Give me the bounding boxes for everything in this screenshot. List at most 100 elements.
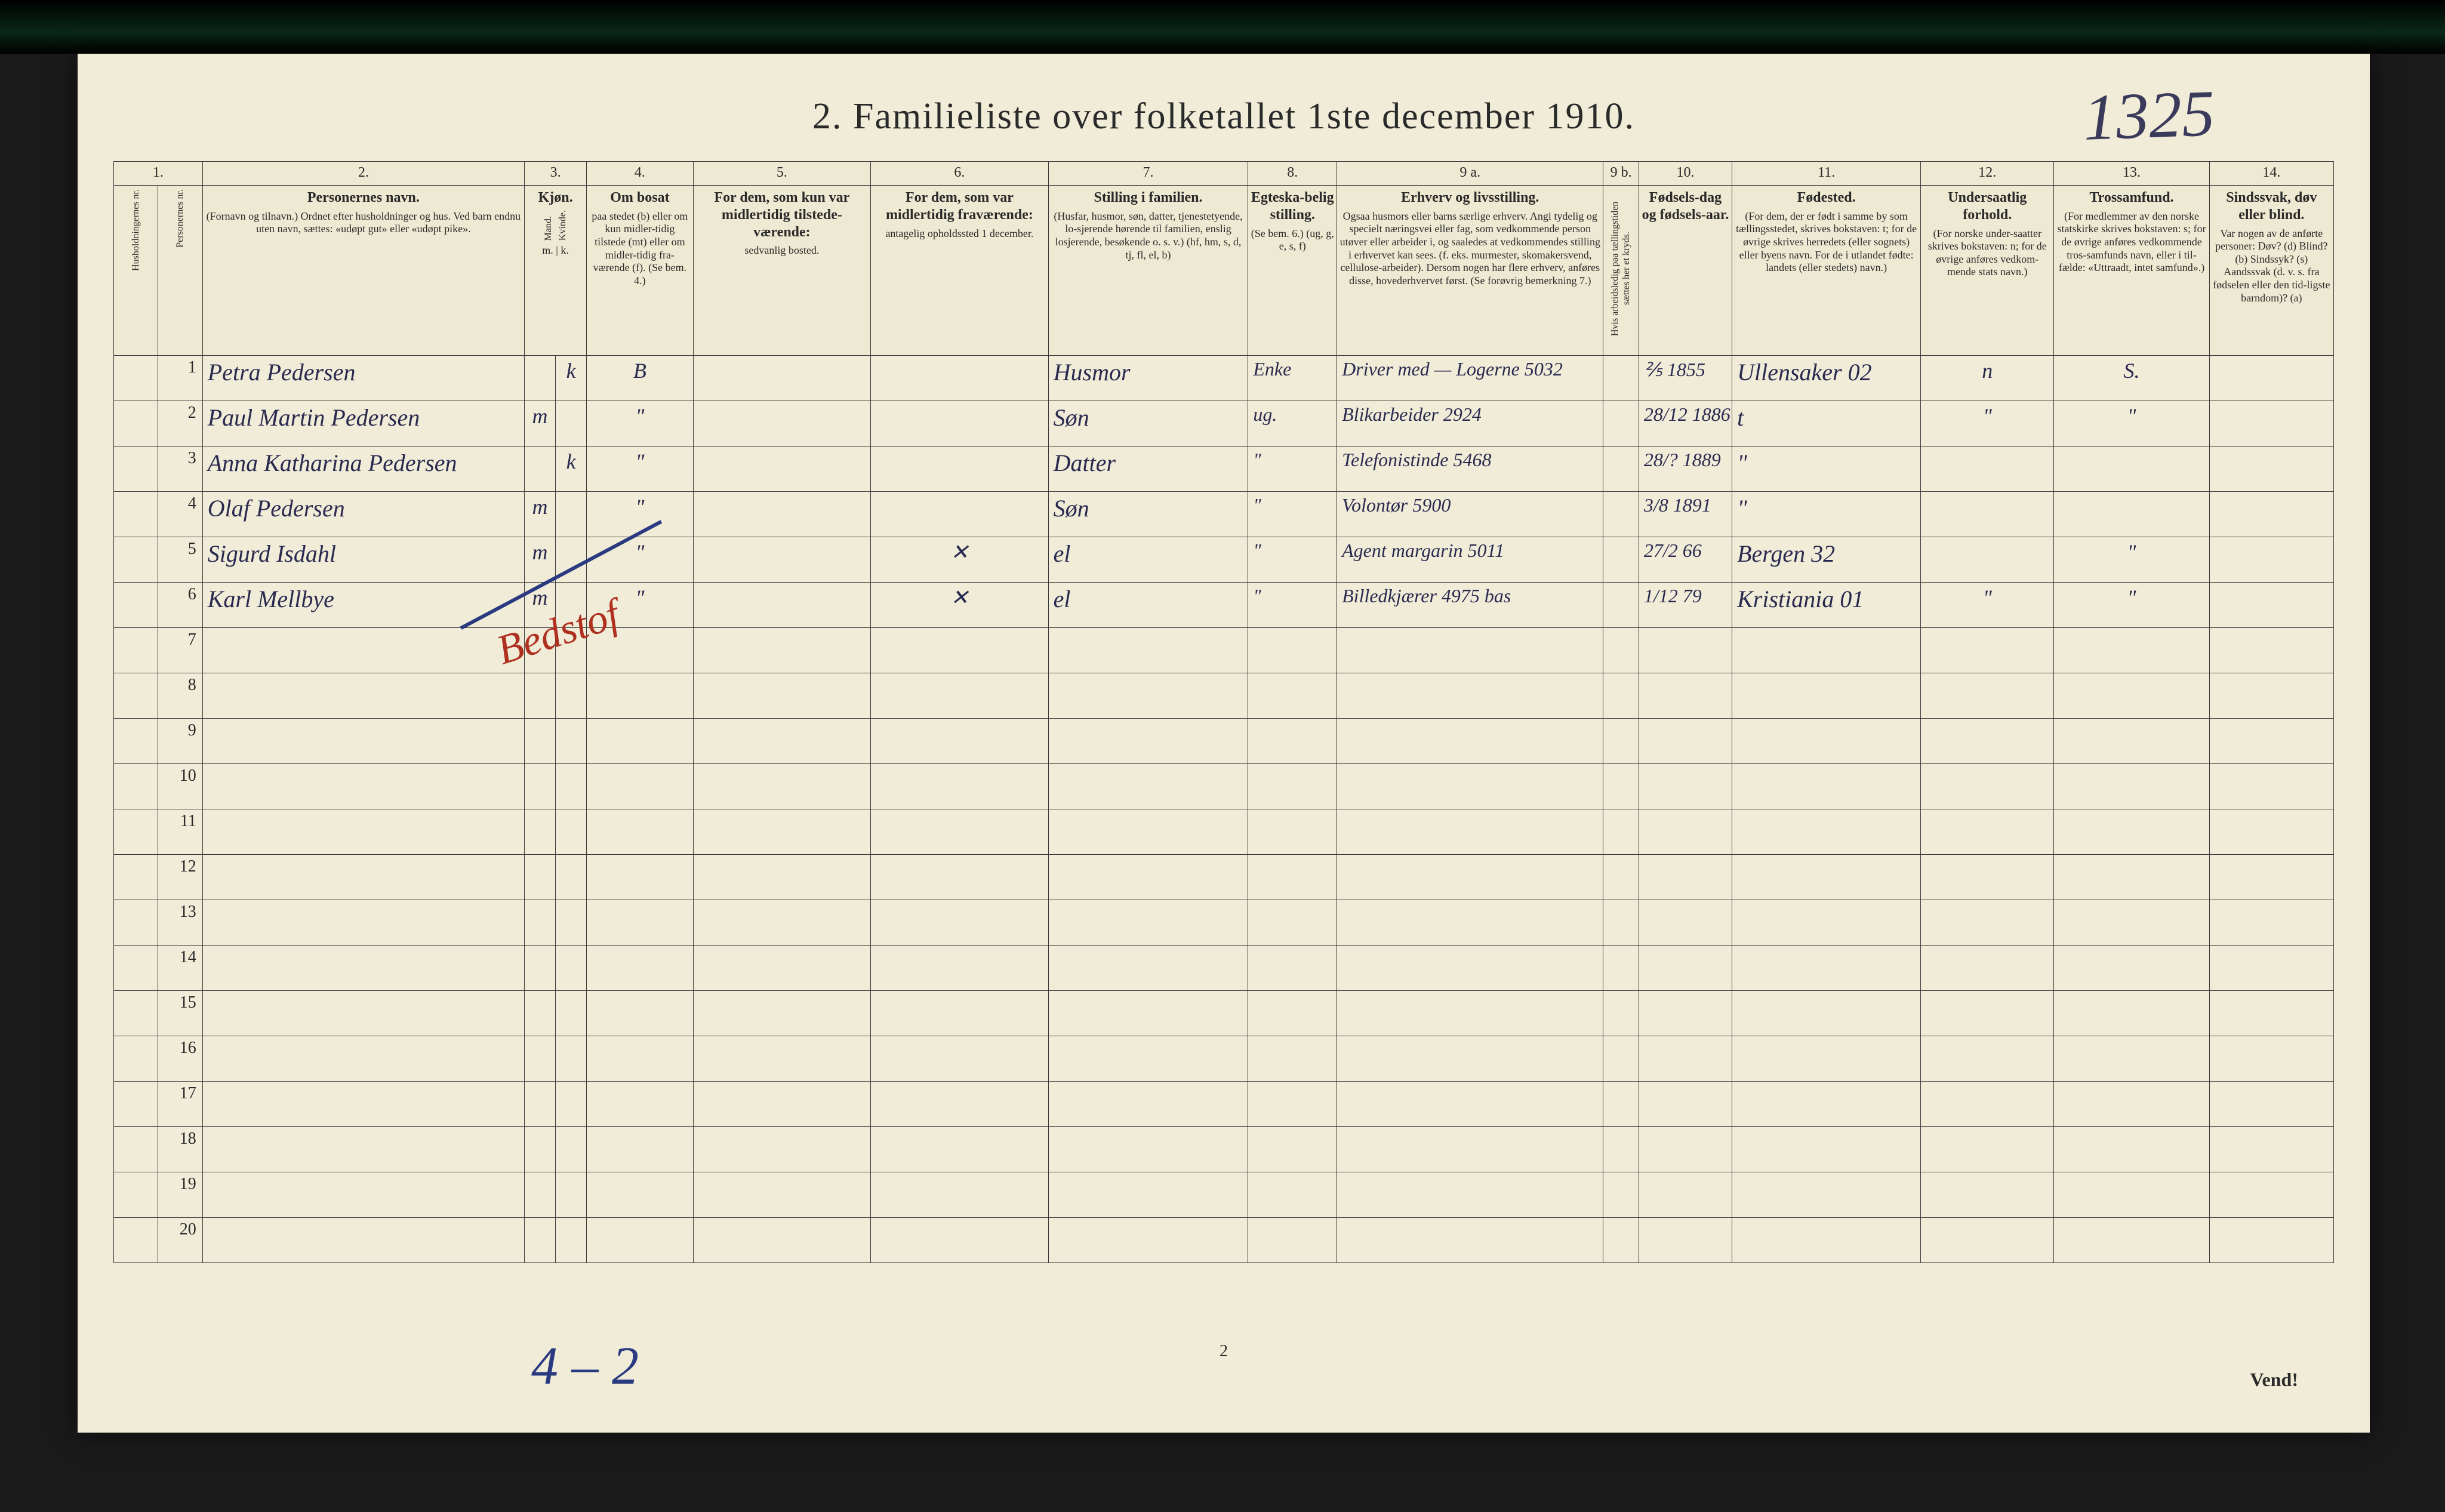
cell bbox=[2054, 1172, 2209, 1218]
cell: ug. bbox=[1248, 401, 1337, 446]
cell bbox=[1732, 1036, 1921, 1082]
table-row: 9 bbox=[114, 719, 2334, 764]
cell: 18 bbox=[158, 1127, 202, 1172]
cell: 3 bbox=[158, 446, 202, 492]
cell: ✕ bbox=[871, 583, 1049, 628]
cell: 1 bbox=[158, 356, 202, 401]
cell bbox=[1921, 492, 2054, 537]
cell bbox=[2054, 1036, 2209, 1082]
cell: 3/8 1891 bbox=[1639, 492, 1732, 537]
cell bbox=[202, 628, 524, 673]
cell bbox=[2209, 991, 2333, 1036]
cell: 28/? 1889 bbox=[1639, 446, 1732, 492]
cell bbox=[556, 809, 587, 855]
cell bbox=[1048, 1082, 1248, 1127]
cell bbox=[2054, 855, 2209, 900]
table-row: 20 bbox=[114, 1218, 2334, 1263]
cell bbox=[2054, 764, 2209, 809]
cell bbox=[1732, 900, 1921, 946]
cell bbox=[525, 1082, 556, 1127]
cell bbox=[525, 1218, 556, 1263]
cell bbox=[202, 946, 524, 991]
cell bbox=[1337, 719, 1603, 764]
cell bbox=[587, 1036, 694, 1082]
cell bbox=[1048, 673, 1248, 719]
cell bbox=[871, 1127, 1049, 1172]
cell bbox=[2209, 356, 2333, 401]
cell bbox=[1048, 1172, 1248, 1218]
colnum-1: 1. bbox=[114, 162, 203, 186]
cell: " bbox=[1732, 446, 1921, 492]
cell bbox=[1248, 628, 1337, 673]
cell bbox=[202, 855, 524, 900]
cell bbox=[2209, 946, 2333, 991]
cell: Ullensaker 02 bbox=[1732, 356, 1921, 401]
cell bbox=[1337, 991, 1603, 1036]
head-fodselsdato: Fødsels-dag og fødsels-aar. bbox=[1639, 186, 1732, 356]
table-row: 16 bbox=[114, 1036, 2334, 1082]
cell bbox=[1337, 1218, 1603, 1263]
cell: 14 bbox=[158, 946, 202, 991]
cell: Blikarbeider 2924 bbox=[1337, 401, 1603, 446]
head-person-nr: Personernes nr. bbox=[158, 186, 202, 356]
handwritten-page-number: 1325 bbox=[2082, 75, 2216, 156]
cell bbox=[114, 401, 158, 446]
cell bbox=[556, 900, 587, 946]
cell bbox=[693, 809, 871, 855]
cell bbox=[1248, 1036, 1337, 1082]
cell bbox=[1639, 1172, 1732, 1218]
cell bbox=[1921, 1082, 2054, 1127]
cell: Enke bbox=[1248, 356, 1337, 401]
table-row: 14 bbox=[114, 946, 2334, 991]
colnum-4: 4. bbox=[587, 162, 694, 186]
cell bbox=[1603, 492, 1639, 537]
cell bbox=[693, 446, 871, 492]
head-erhverv: Erhverv og livsstilling. Ogsaa husmors e… bbox=[1337, 186, 1603, 356]
cell bbox=[693, 991, 871, 1036]
cell: Petra Pedersen bbox=[202, 356, 524, 401]
cell: " bbox=[2054, 537, 2209, 583]
cell: " bbox=[1921, 401, 2054, 446]
cell bbox=[1248, 809, 1337, 855]
cell bbox=[556, 855, 587, 900]
cell bbox=[1732, 764, 1921, 809]
census-table: 1. 2. 3. 4. 5. 6. 7. 8. 9 a. 9 b. 10. 11… bbox=[113, 161, 2334, 1263]
cell: Agent margarin 5011 bbox=[1337, 537, 1603, 583]
cell bbox=[2209, 1082, 2333, 1127]
cell bbox=[871, 356, 1049, 401]
cell bbox=[693, 401, 871, 446]
cell bbox=[1337, 628, 1603, 673]
cell bbox=[871, 719, 1049, 764]
cell bbox=[1248, 764, 1337, 809]
cell bbox=[114, 719, 158, 764]
cell bbox=[1639, 719, 1732, 764]
table-row: 7 bbox=[114, 628, 2334, 673]
cell bbox=[1639, 946, 1732, 991]
cell bbox=[525, 946, 556, 991]
cell bbox=[1337, 673, 1603, 719]
head-kjon: Kjøn. Mand. Kvinde. m. | k. bbox=[525, 186, 587, 356]
cell bbox=[1921, 673, 2054, 719]
cell bbox=[871, 1082, 1049, 1127]
table-row: 11 bbox=[114, 809, 2334, 855]
cell bbox=[1048, 1127, 1248, 1172]
cell bbox=[525, 900, 556, 946]
cell bbox=[871, 446, 1049, 492]
cell bbox=[2054, 1127, 2209, 1172]
cell bbox=[1248, 1127, 1337, 1172]
cell bbox=[1639, 809, 1732, 855]
cell bbox=[693, 356, 871, 401]
cell: n bbox=[1921, 356, 2054, 401]
table-header: 1. 2. 3. 4. 5. 6. 7. 8. 9 a. 9 b. 10. 11… bbox=[114, 162, 2334, 356]
cell bbox=[871, 492, 1049, 537]
cell bbox=[2209, 537, 2333, 583]
table-row: 17 bbox=[114, 1082, 2334, 1127]
cell bbox=[587, 900, 694, 946]
cell bbox=[1048, 1036, 1248, 1082]
cell bbox=[525, 356, 556, 401]
cell: 9 bbox=[158, 719, 202, 764]
colnum-8: 8. bbox=[1248, 162, 1337, 186]
cell bbox=[1732, 855, 1921, 900]
cell: m bbox=[525, 492, 556, 537]
cell bbox=[1921, 1036, 2054, 1082]
